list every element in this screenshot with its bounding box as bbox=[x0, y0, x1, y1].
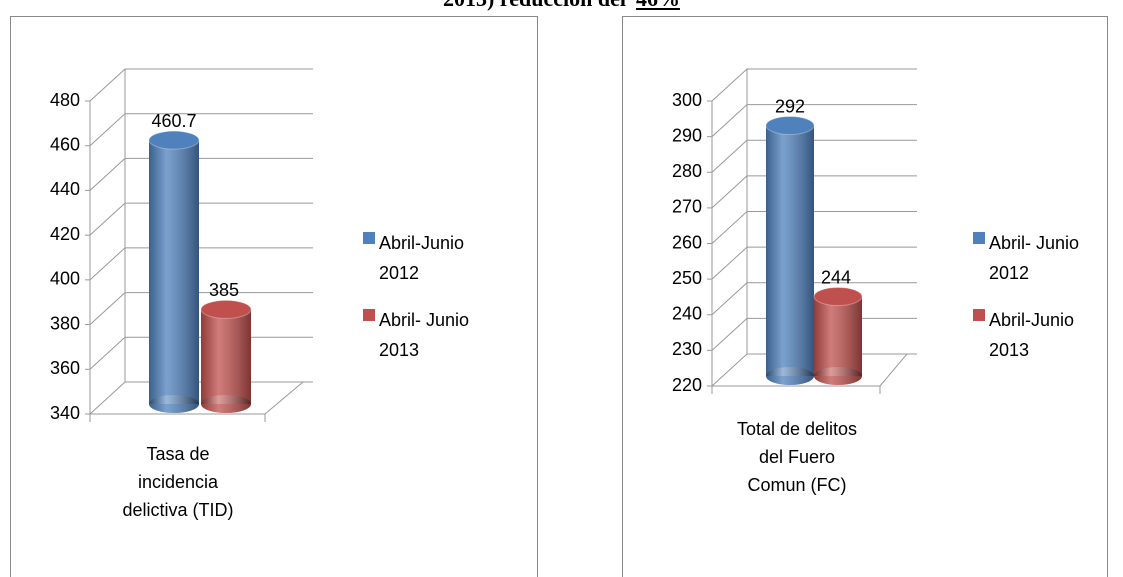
bar-shade bbox=[201, 309, 251, 404]
value-label: 385 bbox=[209, 280, 239, 300]
grid-line bbox=[711, 68, 917, 102]
bar-top bbox=[148, 130, 200, 150]
legend-label: Abril- Junio 2012 bbox=[989, 233, 1080, 283]
y-tick-label: 280 bbox=[672, 161, 702, 181]
y-tick-label: 360 bbox=[50, 358, 80, 378]
y-tick-label: 290 bbox=[672, 125, 702, 145]
bar-shade-base bbox=[201, 395, 251, 413]
grid-line bbox=[711, 104, 917, 137]
y-tick-label: 480 bbox=[50, 90, 80, 110]
x-tick-label: Tasa de incidencia delictiva (TID) bbox=[122, 444, 234, 520]
value-label: 460.7 bbox=[151, 111, 196, 131]
y-tick-label: 230 bbox=[672, 339, 702, 359]
grid-line bbox=[89, 202, 313, 236]
bar-shade-base bbox=[766, 367, 814, 385]
grid-line bbox=[89, 292, 313, 325]
chart-frame bbox=[10, 16, 538, 577]
y-tick-label: 420 bbox=[50, 224, 80, 244]
bar-top bbox=[765, 116, 815, 135]
y-tick-label: 300 bbox=[672, 90, 702, 110]
legend-label: Abril-Junio 2013 bbox=[989, 310, 1075, 360]
y-tick-label: 460 bbox=[50, 134, 80, 154]
legend-swatch bbox=[363, 232, 375, 244]
grid-line bbox=[711, 175, 917, 209]
bar-shade bbox=[766, 125, 814, 376]
y-tick-label: 400 bbox=[50, 269, 80, 289]
header: 2013) reducción del 46% bbox=[0, 0, 1123, 12]
y-tick-label: 220 bbox=[672, 375, 702, 395]
value-label: 292 bbox=[775, 96, 805, 116]
bar-shade-base bbox=[149, 395, 199, 413]
bar-shade bbox=[149, 140, 199, 404]
header-highlight: 46% bbox=[636, 0, 680, 11]
bar-top bbox=[200, 299, 252, 319]
y-tick-label: 440 bbox=[50, 179, 80, 199]
y-tick-label: 380 bbox=[50, 313, 80, 333]
grid-line bbox=[711, 282, 917, 316]
bar-top bbox=[813, 287, 863, 306]
y-tick-label: 270 bbox=[672, 197, 702, 217]
legend-label: Abril- Junio 2013 bbox=[379, 310, 470, 360]
legend-label: Abril-Junio 2012 bbox=[379, 233, 465, 283]
grid-line bbox=[89, 157, 313, 191]
legend-swatch bbox=[363, 309, 375, 321]
header-text: 2013) reducción del bbox=[443, 0, 626, 11]
grid-line bbox=[89, 113, 313, 147]
y-tick-label: 240 bbox=[672, 304, 702, 324]
grid-line bbox=[89, 247, 313, 281]
y-tick-label: 250 bbox=[672, 268, 702, 288]
legend-swatch bbox=[973, 309, 985, 321]
chart-frame bbox=[622, 16, 1108, 577]
bar-shade bbox=[814, 296, 862, 376]
legend-swatch bbox=[973, 232, 985, 244]
value-label: 244 bbox=[821, 267, 851, 287]
x-tick-label: Total de delitos del Fuero Comun (FC) bbox=[736, 419, 858, 495]
grid-line bbox=[711, 211, 917, 244]
y-tick-label: 340 bbox=[50, 403, 80, 423]
grid-line bbox=[711, 246, 917, 280]
y-tick-label: 260 bbox=[672, 232, 702, 252]
grid-line bbox=[89, 68, 313, 102]
bar-shade-base bbox=[814, 367, 862, 385]
grid-line bbox=[711, 139, 917, 173]
